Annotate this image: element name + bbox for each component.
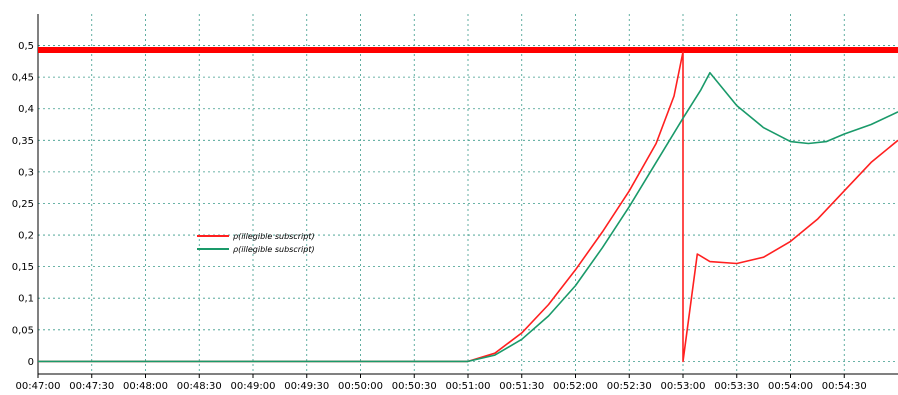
y-tick-label: 0,3 bbox=[18, 167, 34, 178]
grid-layer bbox=[38, 14, 898, 374]
series-layer bbox=[38, 47, 898, 363]
x-tick-label: 00:50:00 bbox=[338, 381, 383, 392]
y-tick-label: 0,05 bbox=[12, 325, 34, 336]
legend-label-0: ρ(illegible subscript) bbox=[233, 232, 315, 241]
x-tick-label: 00:51:30 bbox=[499, 381, 544, 392]
x-tick-label: 00:52:00 bbox=[553, 381, 598, 392]
y-tick-label: 0,45 bbox=[12, 73, 34, 84]
x-tick-label: 00:48:00 bbox=[123, 381, 168, 392]
x-tick-label: 00:53:30 bbox=[714, 381, 759, 392]
x-tick-label: 00:47:00 bbox=[16, 381, 61, 392]
x-tick-label: 00:52:30 bbox=[607, 381, 652, 392]
x-tick-label: 00:53:00 bbox=[661, 381, 706, 392]
x-tick-label: 00:50:30 bbox=[392, 381, 437, 392]
legend: ρ(illegible subscript) ρ(illegible subscr… bbox=[197, 232, 315, 254]
x-tick-label: 00:54:30 bbox=[822, 381, 867, 392]
y-tick-label: 0,5 bbox=[18, 41, 34, 52]
x-tick-label: 00:49:30 bbox=[284, 381, 329, 392]
y-tick-label: 0,2 bbox=[18, 231, 34, 242]
y-tick-label: 0,15 bbox=[12, 262, 34, 273]
y-tick-label: 0,35 bbox=[12, 136, 34, 147]
x-tick-label: 00:51:00 bbox=[446, 381, 491, 392]
y-tick-label: 0,4 bbox=[18, 104, 34, 115]
y-tick-label: 0,25 bbox=[12, 199, 34, 210]
x-tick-label: 00:48:30 bbox=[177, 381, 222, 392]
x-tick-label: 00:47:30 bbox=[69, 381, 114, 392]
y-tick-label: 0 bbox=[28, 357, 34, 368]
x-tick-label: 00:49:00 bbox=[231, 381, 276, 392]
series-line-1 bbox=[38, 71, 898, 363]
y-tick-label: 0,1 bbox=[18, 294, 34, 305]
axis-layer: 0 0,05 0,1 0,15 0,2 0,25 0,3 0,35 0,4 0,45 0,5 00:4… bbox=[12, 14, 898, 392]
x-tick-label: 00:54:00 bbox=[768, 381, 813, 392]
legend-label-1: ρ(illegible subscript) bbox=[233, 245, 315, 254]
